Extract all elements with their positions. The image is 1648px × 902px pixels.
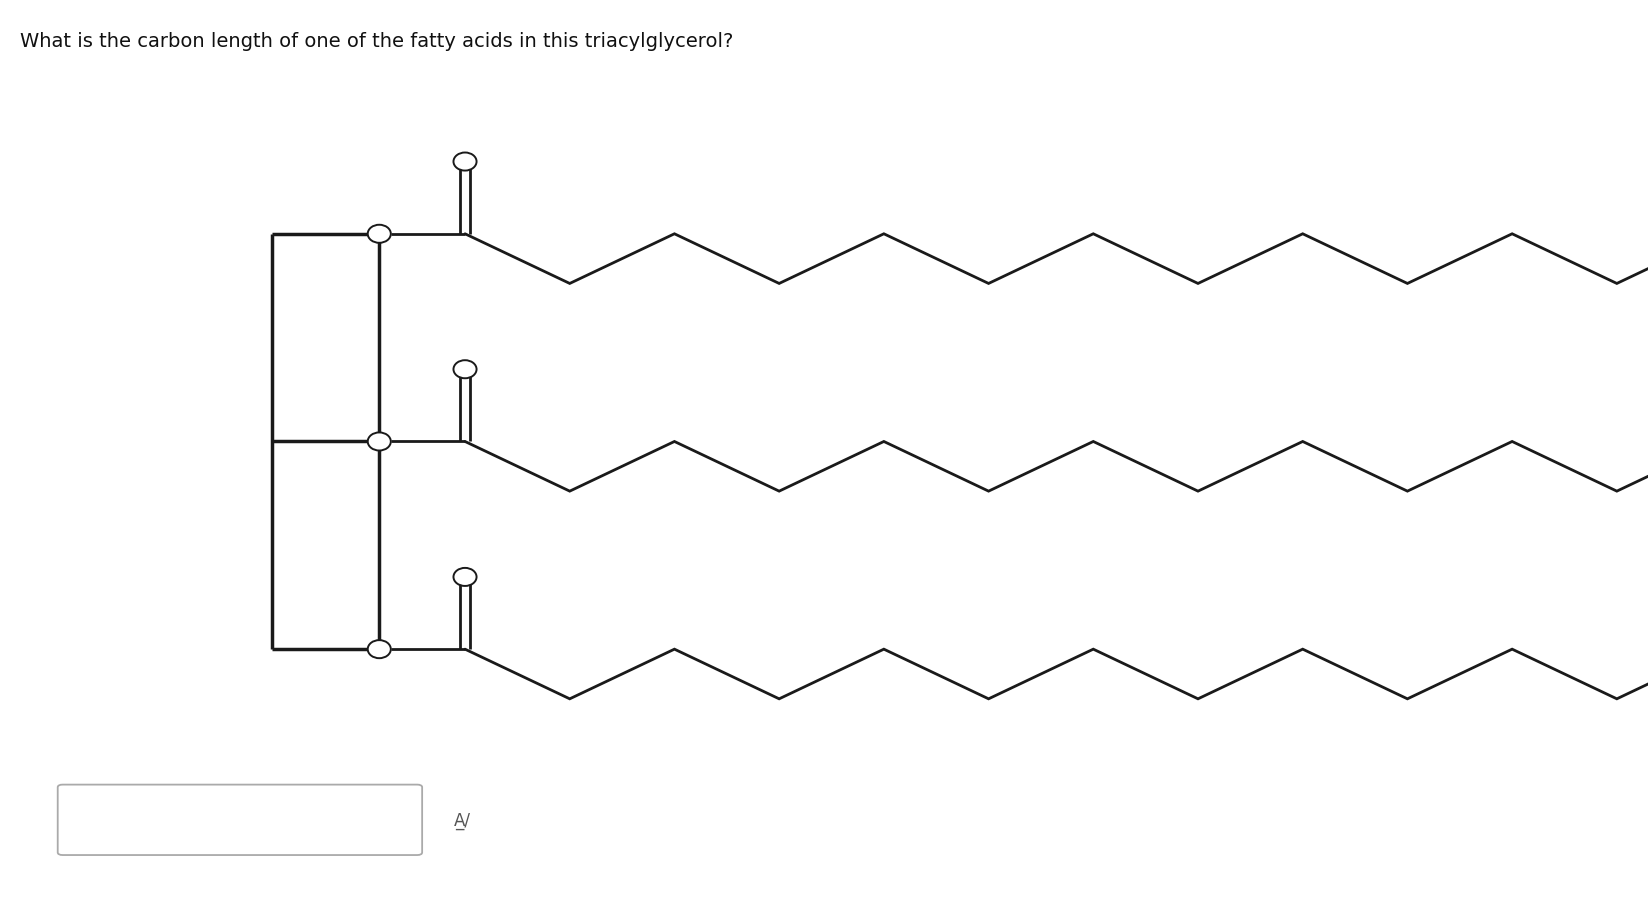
Ellipse shape (453, 361, 476, 379)
Ellipse shape (453, 153, 476, 171)
Ellipse shape (453, 568, 476, 586)
Ellipse shape (368, 226, 391, 244)
Text: What is the carbon length of one of the fatty acids in this triacylglycerol?: What is the carbon length of one of the … (20, 32, 733, 51)
Ellipse shape (368, 433, 391, 451)
Text: A̲/: A̲/ (453, 811, 470, 829)
FancyBboxPatch shape (58, 785, 422, 855)
Ellipse shape (368, 640, 391, 658)
